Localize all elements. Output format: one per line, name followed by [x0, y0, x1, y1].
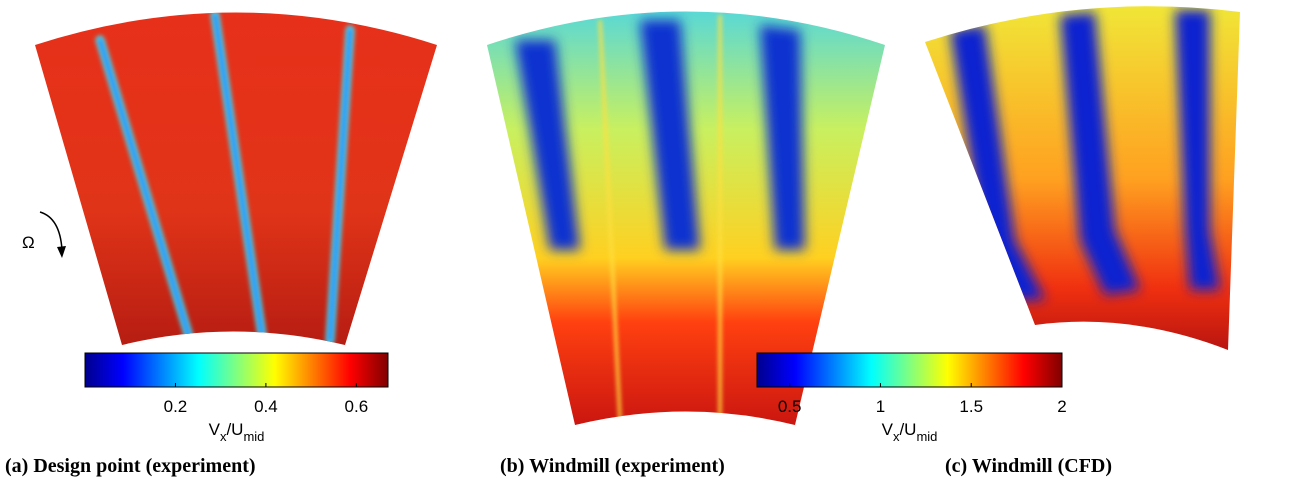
- label-sub: x: [893, 429, 900, 444]
- colorbar-tick-label: 0.2: [164, 397, 188, 416]
- caption: (c) Windmill (CFD): [945, 455, 1112, 477]
- colorbar-tick-label: 1: [876, 397, 885, 416]
- label-part: V: [882, 420, 894, 439]
- caption: (b) Windmill (experiment): [500, 455, 725, 477]
- colorbar: [84, 352, 389, 388]
- label-sub: x: [220, 429, 227, 444]
- label-part: V: [209, 420, 221, 439]
- caption: (a) Design point (experiment): [5, 455, 256, 477]
- contour-c: [925, 6, 1240, 351]
- colorbar: [756, 352, 1063, 388]
- label-part: /U: [226, 420, 243, 439]
- colorbar-tick-label: 0.4: [254, 397, 278, 416]
- contour-a: [35, 12, 437, 345]
- colorbar-tick-label: 1.5: [959, 397, 983, 416]
- label-sub: mid: [243, 429, 264, 444]
- colorbar-label: Vx/Umid: [209, 420, 265, 444]
- colorbar-tick-label: 0.5: [778, 397, 802, 416]
- rotation-symbol: Ω: [22, 233, 35, 252]
- colorbar-tick-label: 2: [1057, 397, 1066, 416]
- label-sub: mid: [916, 429, 937, 444]
- colorbar-tick-label: 0.6: [345, 397, 369, 416]
- rotation-arrow: Ω: [22, 211, 66, 258]
- label-part: /U: [899, 420, 916, 439]
- colorbar-label: Vx/Umid: [882, 420, 938, 444]
